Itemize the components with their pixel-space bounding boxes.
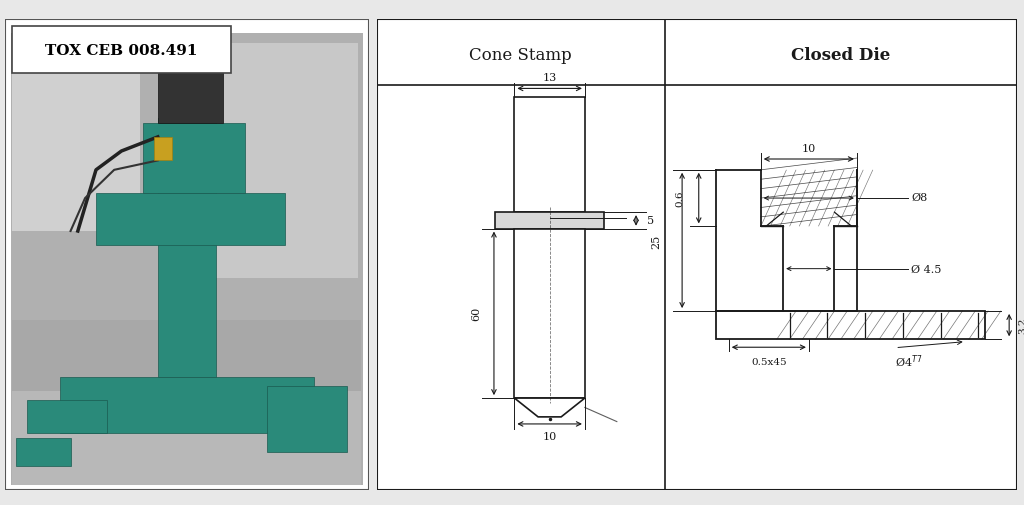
Bar [27, 400, 106, 433]
Bar [267, 386, 347, 452]
Text: 0.6: 0.6 [676, 190, 685, 207]
Bar [12, 27, 230, 74]
Polygon shape [514, 398, 585, 417]
Text: Ø4$^{T7}$: Ø4$^{T7}$ [895, 352, 923, 369]
Bar [12, 321, 361, 485]
Bar [205, 43, 357, 278]
Text: Ø8: Ø8 [911, 193, 928, 203]
Bar [514, 97, 585, 213]
Bar [176, 32, 202, 53]
Text: Ø 4.5: Ø 4.5 [911, 264, 942, 274]
Bar [514, 229, 585, 398]
Text: 60: 60 [471, 307, 481, 321]
Text: 13: 13 [543, 73, 557, 83]
Text: 25: 25 [651, 234, 662, 248]
Bar [12, 43, 139, 231]
Text: TOX CEB 008.491: TOX CEB 008.491 [45, 44, 198, 58]
Text: 5: 5 [647, 216, 654, 226]
Bar [59, 377, 314, 433]
Bar [158, 53, 223, 124]
Text: Cone Stamp: Cone Stamp [469, 47, 572, 64]
Text: 0.5x45: 0.5x45 [751, 357, 786, 366]
Bar [12, 391, 361, 485]
Bar [155, 137, 172, 161]
Bar [496, 213, 604, 229]
Text: Closed Die: Closed Die [792, 47, 891, 64]
Bar [96, 194, 285, 245]
Text: 10: 10 [802, 144, 816, 154]
Text: 3.2: 3.2 [1018, 317, 1024, 334]
Bar [158, 119, 216, 377]
Bar [716, 312, 985, 339]
Bar [143, 124, 245, 194]
Text: 10: 10 [543, 431, 557, 441]
Bar [16, 438, 71, 467]
